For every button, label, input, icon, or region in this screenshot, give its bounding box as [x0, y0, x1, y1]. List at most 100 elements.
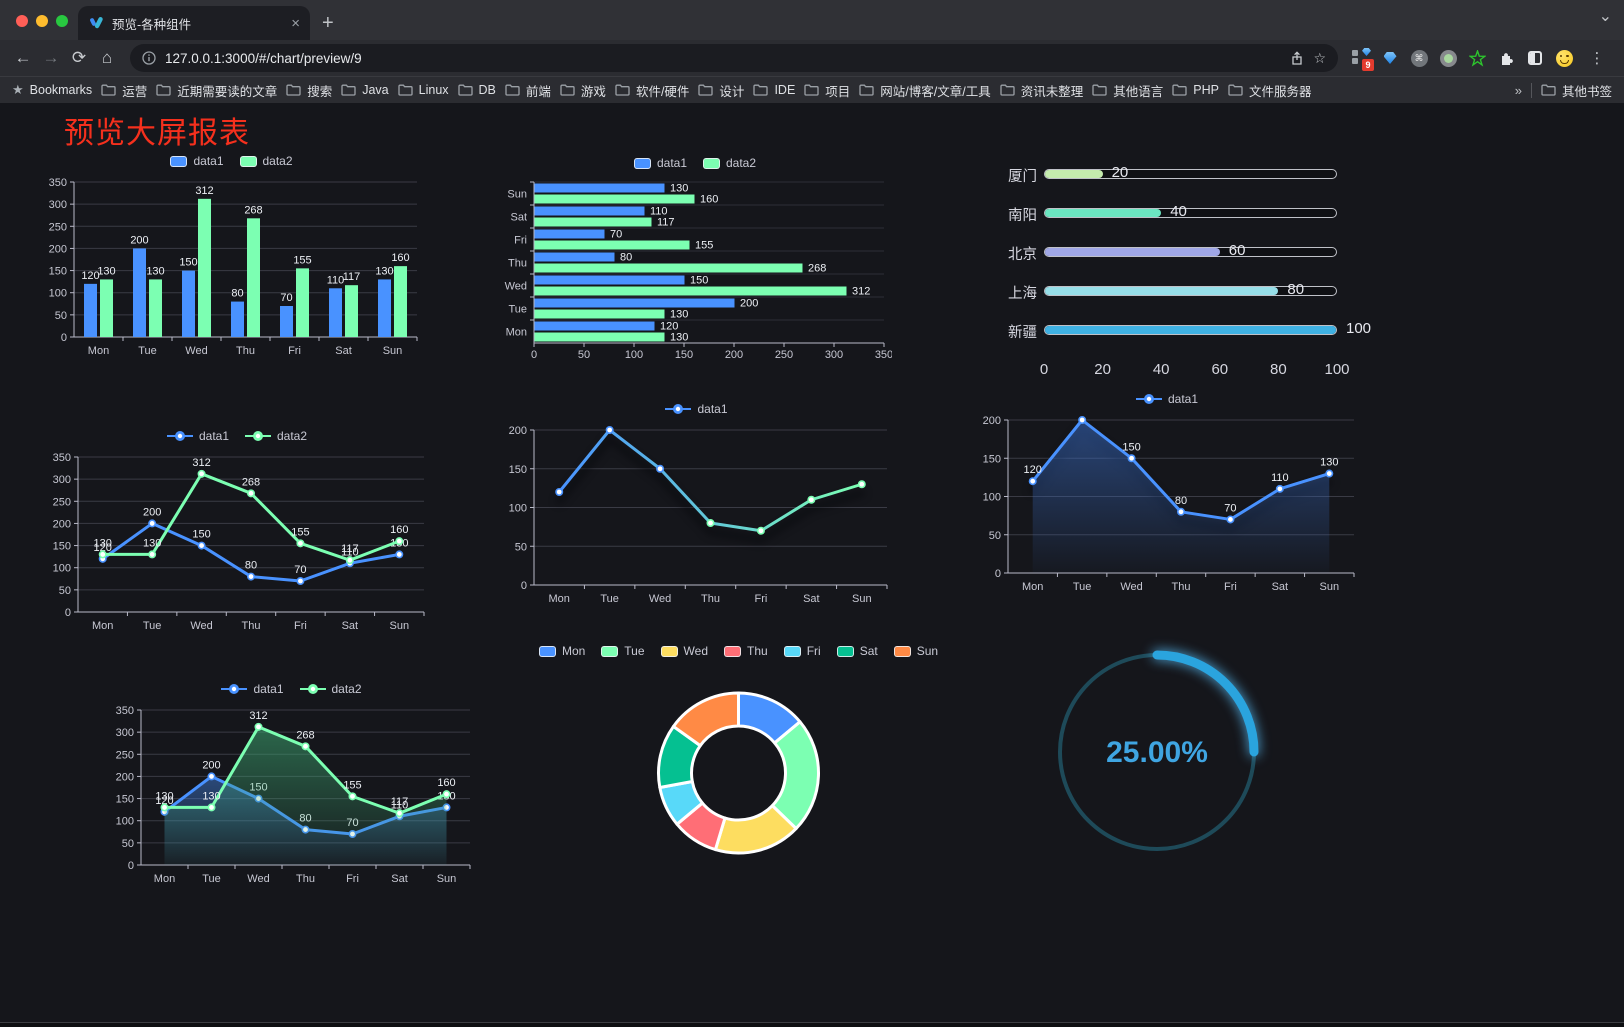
bookmark-folder[interactable]: 软件/硬件 — [615, 81, 689, 100]
swatch-icon — [633, 157, 651, 169]
star-extension-icon[interactable] — [1468, 49, 1486, 67]
bookmark-folder[interactable]: IDE — [753, 83, 795, 97]
line-legend-icon — [1135, 394, 1162, 404]
svg-text:300: 300 — [116, 727, 134, 739]
bookmark-folder[interactable]: 设计 — [698, 81, 744, 100]
window-zoom-button[interactable] — [56, 15, 68, 27]
legend-item[interactable]: Wed — [660, 644, 708, 658]
bookmark-folder[interactable]: PHP — [1172, 83, 1219, 97]
bookmark-folder[interactable]: 近期需要读的文章 — [156, 81, 277, 100]
bookmarks-manager-item[interactable]: ★ Bookmarks — [12, 82, 93, 97]
svg-text:110: 110 — [341, 546, 359, 558]
legend-item[interactable]: data2 — [703, 156, 756, 170]
svg-text:268: 268 — [242, 476, 260, 488]
chart-plot[interactable]: 0 50 100 150 200 Mon Tue Wed Thu Fri Sat Sun — [498, 422, 895, 611]
window-minimize-button[interactable] — [36, 15, 48, 27]
svg-text:Tue: Tue — [138, 345, 157, 357]
chart-legend[interactable]: Mon Tue Wed Thu Fri Sat Sun — [538, 640, 938, 662]
svg-text:0: 0 — [61, 332, 67, 344]
chart-legend[interactable]: data1 — [1135, 388, 1198, 410]
tabstrip-chevron-icon[interactable]: ⌄ — [1598, 8, 1612, 25]
bookmark-folder[interactable]: Java — [341, 83, 389, 97]
browser-menu-icon[interactable]: ⋮ — [1589, 50, 1605, 67]
back-icon[interactable]: ← — [14, 48, 32, 67]
area-line-chart[interactable]: data1 0 50 100 150 200 Mon Tue Wed Thu Fri Sat Sun 12… — [972, 388, 1362, 599]
legend-item[interactable]: data1 — [1135, 392, 1198, 406]
recorder-extension-icon[interactable] — [1439, 49, 1457, 67]
bookmark-folder[interactable]: 文件服务器 — [1228, 81, 1311, 100]
browser-tab[interactable]: 预览-各种组件 × — [78, 6, 310, 40]
bookmark-folder[interactable]: 网站/博客/文章/工具 — [859, 81, 991, 100]
chart-legend[interactable]: data1 — [665, 398, 728, 420]
svg-text:0: 0 — [531, 349, 537, 361]
bookmark-folder[interactable]: 其他语言 — [1092, 81, 1163, 100]
bookmark-folder[interactable]: 运营 — [101, 81, 147, 100]
svg-text:150: 150 — [116, 794, 134, 806]
svg-text:Tue: Tue — [508, 304, 527, 316]
other-bookmarks-folder[interactable]: 其他书签 — [1541, 81, 1612, 100]
donut-pie-chart[interactable]: Mon Tue Wed Thu Fri Sat Sun — [538, 640, 938, 890]
legend-item[interactable]: data1 — [221, 682, 284, 696]
bookmark-folder[interactable]: 资讯未整理 — [1000, 81, 1083, 100]
gradient-line-chart[interactable]: data1 0 50 100 150 200 Mon Tue Wed Thu Fri Sat Sun — [498, 398, 895, 611]
legend-item[interactable]: Sun — [893, 644, 938, 658]
emoji-extension-icon[interactable] — [1555, 49, 1573, 67]
bookmark-folder[interactable]: DB — [457, 83, 496, 97]
home-icon[interactable]: ⌂ — [101, 48, 113, 67]
puzzle-extensions-icon[interactable] — [1497, 49, 1515, 67]
chart-legend[interactable]: data1 data2 — [221, 678, 362, 700]
grouped-bar-chart[interactable]: data1 data2 0 50 100 150 200 250 300 350 Mon Tue Wed… — [38, 150, 425, 363]
bookmark-folder[interactable]: 游戏 — [560, 81, 606, 100]
url-bar[interactable]: 127.0.0.1:3000/#/chart/preview/9 ☆ — [130, 44, 1338, 72]
gauge-chart[interactable]: 25.00% — [1037, 632, 1277, 872]
tab-manager-extension-icon[interactable]: 9 — [1352, 48, 1374, 71]
horizontal-bar-chart[interactable]: data1 data2 Sun Sat Fri Thu Wed Tue Mon 0 50 100 150… — [498, 152, 892, 365]
legend-item[interactable]: data1 — [170, 154, 224, 168]
chart-legend[interactable]: data1 data2 — [633, 152, 756, 174]
svg-text:150: 150 — [53, 541, 71, 553]
legend-item[interactable]: Thu — [724, 644, 768, 658]
bookmark-folder[interactable]: 项目 — [804, 81, 850, 100]
legend-item[interactable]: data1 — [633, 156, 687, 170]
multi-line-chart[interactable]: data1 data2 0 50 100 150 200 250 300 350 Mon Tue Wed… — [42, 425, 432, 638]
bookmark-star-icon[interactable]: ☆ — [1313, 49, 1326, 66]
legend-item[interactable]: data2 — [245, 429, 307, 443]
dark-reader-extension-icon[interactable] — [1526, 49, 1544, 67]
chart-legend[interactable]: data1 data2 — [166, 425, 307, 447]
chart-plot[interactable]: Sun Sat Fri Thu Wed Tue Mon 0 50 100 150 200 250 300 3… — [498, 176, 892, 365]
chart-plot[interactable]: 0 50 100 150 200 250 300 350 Mon Tue Wed Thu Fri Sat S… — [38, 174, 425, 363]
tab-close-icon[interactable]: × — [291, 14, 300, 32]
reload-icon[interactable]: ⟳ — [71, 48, 87, 67]
share-icon[interactable] — [1290, 50, 1304, 66]
legend-item[interactable]: data1 — [665, 402, 728, 416]
legend-item[interactable]: Tue — [601, 644, 645, 658]
svg-text:200: 200 — [983, 415, 1001, 427]
chart-plot[interactable]: 25.00% — [1037, 632, 1277, 872]
bookmark-folder[interactable]: Linux — [397, 83, 449, 97]
multi-area-line-chart[interactable]: data1 data2 0 50 100 150 200 250 300 350 Mon Tue Wed… — [105, 678, 478, 891]
legend-item[interactable]: data2 — [299, 682, 362, 696]
window-close-button[interactable] — [16, 15, 28, 27]
legend-item[interactable]: Fri — [783, 644, 821, 658]
forward-icon[interactable]: → — [42, 48, 60, 67]
bookmarks-overflow-icon[interactable]: » — [1514, 82, 1522, 98]
city-progress-chart[interactable]: 厦门 20 南阳 40 北京 60 上海 80 新疆 100 0 20 40 60 80 100 — [995, 158, 1375, 385]
site-info-icon[interactable] — [142, 51, 156, 65]
chart-legend[interactable]: data1 data2 — [170, 150, 293, 172]
svg-text:160: 160 — [437, 777, 455, 789]
bookmark-folder[interactable]: 搜索 — [286, 81, 332, 100]
legend-item[interactable]: Sat — [836, 644, 878, 658]
chart-plot[interactable]: 0 50 100 150 200 Mon Tue Wed Thu Fri Sat Sun 120 200 1… — [972, 412, 1362, 599]
gem-extension-icon[interactable] — [1381, 49, 1399, 67]
legend-item[interactable]: data1 — [166, 429, 229, 443]
new-tab-button[interactable]: + — [322, 12, 334, 34]
svg-text:Sat: Sat — [803, 593, 820, 605]
legend-item[interactable]: data2 — [239, 154, 293, 168]
chart-plot[interactable]: 0 50 100 150 200 250 300 350 Mon Tue Wed Thu Fri Sat S… — [42, 449, 432, 638]
command-extension-icon[interactable]: ⌘ — [1410, 49, 1428, 67]
legend-item[interactable]: Mon — [538, 644, 585, 658]
bookmark-folder[interactable]: 前端 — [505, 81, 551, 100]
chart-plot[interactable]: 0 50 100 150 200 250 300 350 Mon Tue Wed Thu Fri Sat S… — [105, 702, 478, 891]
url-text[interactable]: 127.0.0.1:3000/#/chart/preview/9 — [165, 50, 362, 66]
chart-plot[interactable] — [547, 664, 930, 890]
